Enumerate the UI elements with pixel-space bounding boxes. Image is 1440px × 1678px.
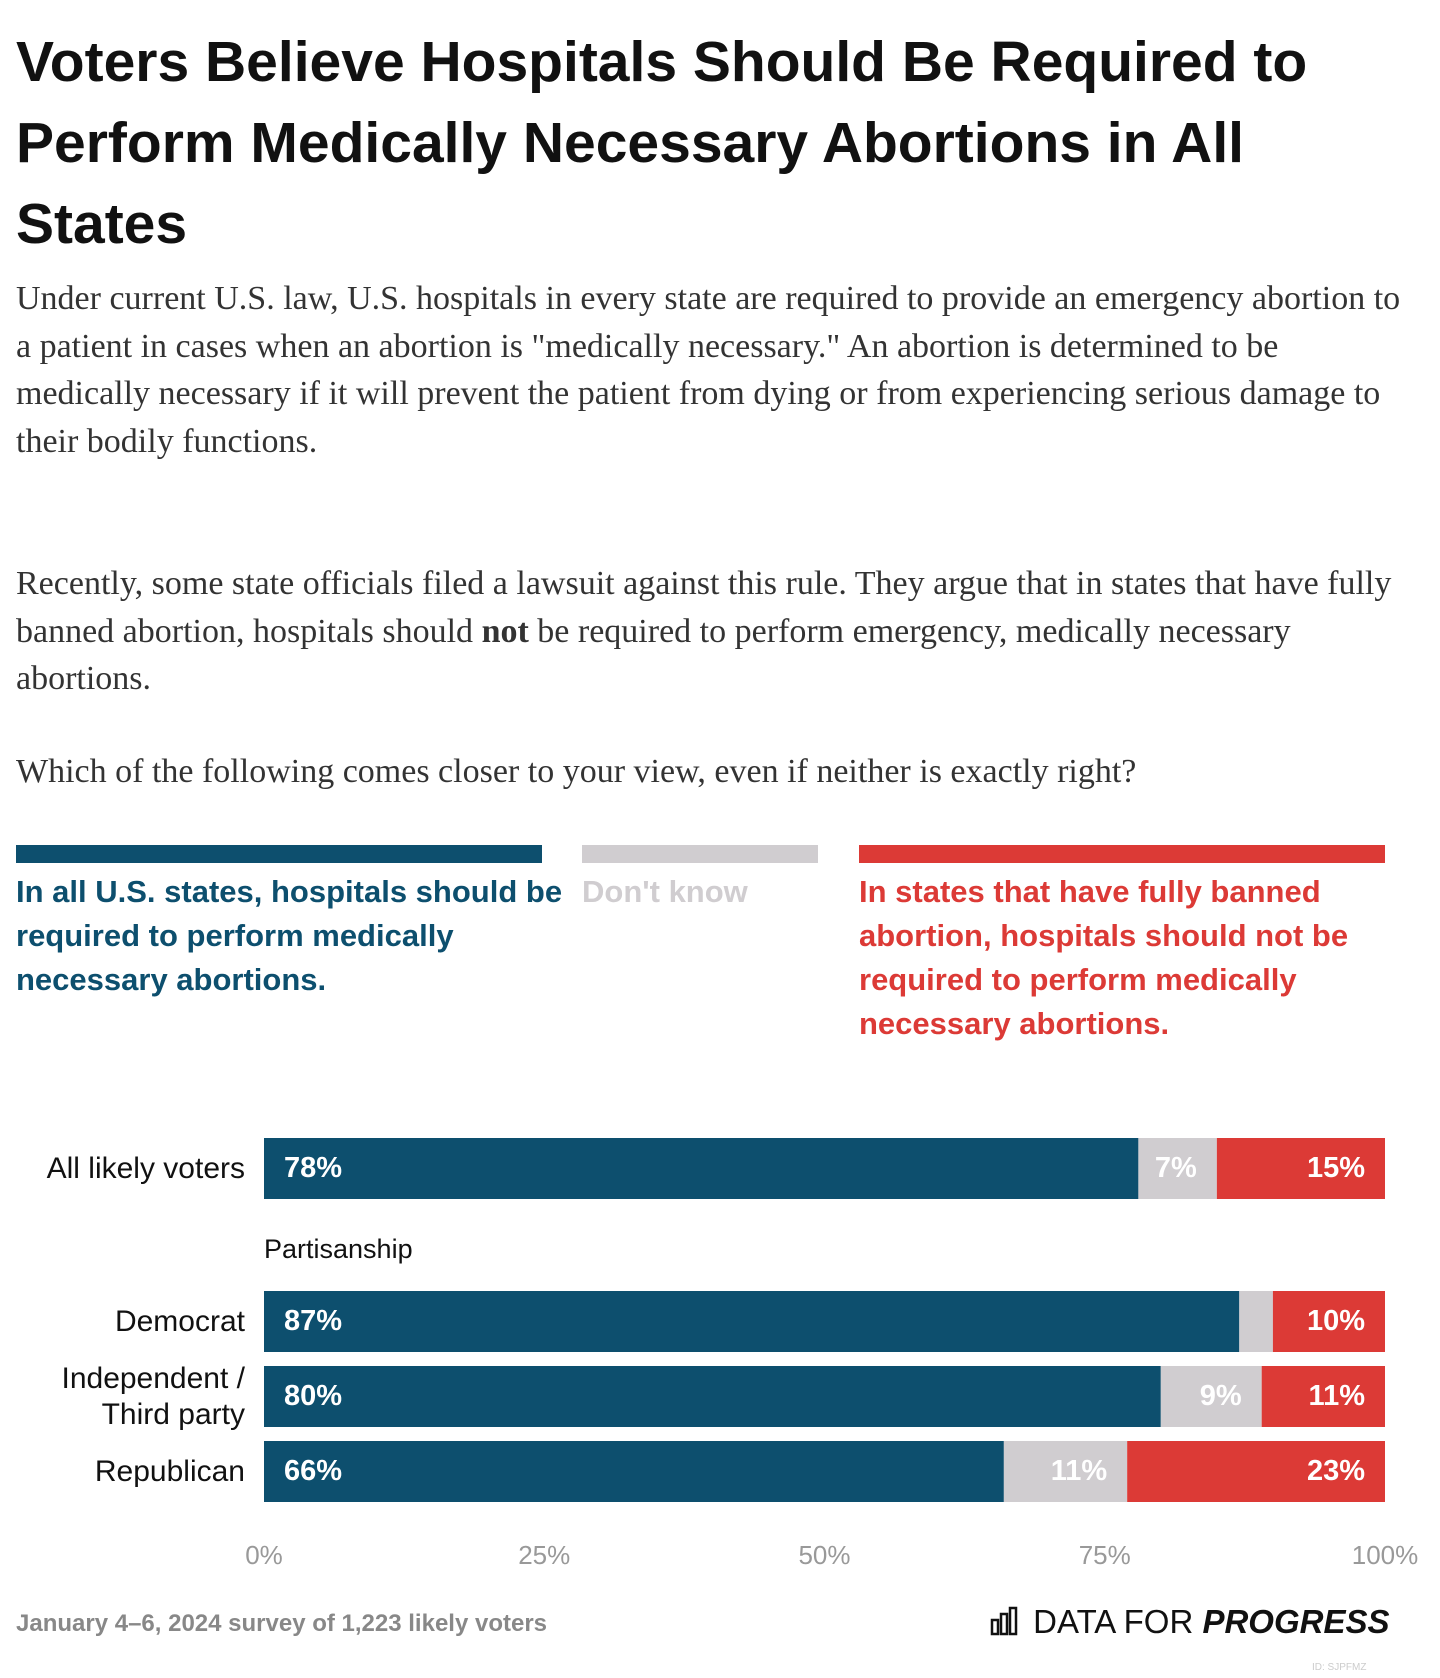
value-label: 23% <box>1307 1455 1365 1487</box>
bar-segment <box>264 1138 1139 1199</box>
chart-id: ID: SJPFMZ <box>1312 1662 1367 1673</box>
legend-label: In all U.S. states, hospitals should be … <box>16 874 563 997</box>
x-tick-label: 75% <box>1079 1540 1131 1570</box>
value-label: 15% <box>1307 1152 1365 1184</box>
bar-segment <box>1160 1366 1262 1427</box>
value-label: 11% <box>1051 1455 1108 1487</box>
x-tick-label: 0% <box>245 1540 283 1570</box>
bar-segment <box>1272 1291 1385 1352</box>
x-tick-label: 25% <box>518 1540 570 1570</box>
value-label: 7% <box>1155 1152 1197 1184</box>
value-label: 78% <box>284 1152 342 1184</box>
category-label: Independent / Third party <box>61 1361 245 1431</box>
logo-text: DATA FOR <box>1033 1603 1203 1640</box>
legend-swatch <box>16 845 542 863</box>
logo-icon <box>990 1606 1018 1636</box>
bar-segment <box>1127 1441 1385 1502</box>
bar-segment <box>1261 1366 1385 1427</box>
value-label: 11% <box>1309 1380 1366 1412</box>
x-tick-label: 100% <box>1352 1540 1419 1570</box>
value-label: 9% <box>1200 1380 1242 1412</box>
value-label: 10% <box>1307 1305 1365 1337</box>
legend-swatch <box>582 845 818 863</box>
description: Recently, some state officials filed a l… <box>16 560 1416 703</box>
title: Voters Believe Hospitals Should Be Requi… <box>16 30 1308 256</box>
legend-swatch <box>859 845 1385 863</box>
bar-segment <box>264 1441 1004 1502</box>
text: be required to perform emergency, medica… <box>16 612 1291 698</box>
value-label: 66% <box>284 1455 342 1487</box>
bar-segment <box>264 1291 1240 1352</box>
category-label: Democrat <box>114 1304 245 1338</box>
logo-text: PROGRESS <box>1202 1603 1390 1640</box>
logo: DATA FOR PROGRESS <box>990 1603 1390 1641</box>
description: Under current U.S. law, U.S. hospitals i… <box>16 280 1401 460</box>
text: Recently, some state officials filed a l… <box>16 565 1392 650</box>
description: Which of the following comes closer to y… <box>16 753 1137 790</box>
value-label: 87% <box>284 1305 342 1337</box>
category-label: All likely voters <box>46 1151 245 1185</box>
legend-label: In states that have fully banned abortio… <box>859 874 1349 1041</box>
bar-segment <box>1216 1138 1385 1199</box>
legend-label: Don't know <box>582 874 748 909</box>
bar-segment <box>1239 1291 1273 1352</box>
group-label: Partisanship <box>264 1234 413 1264</box>
source: January 4–6, 2024 survey of 1,223 likely… <box>16 1610 548 1637</box>
bar-segment <box>264 1366 1161 1427</box>
x-tick-label: 50% <box>798 1540 850 1570</box>
bar-segment <box>1138 1138 1217 1199</box>
value-label: 80% <box>284 1380 342 1412</box>
category-label: Republican <box>94 1454 245 1488</box>
emphasis: not <box>481 612 529 650</box>
bar-segment <box>1003 1441 1128 1502</box>
